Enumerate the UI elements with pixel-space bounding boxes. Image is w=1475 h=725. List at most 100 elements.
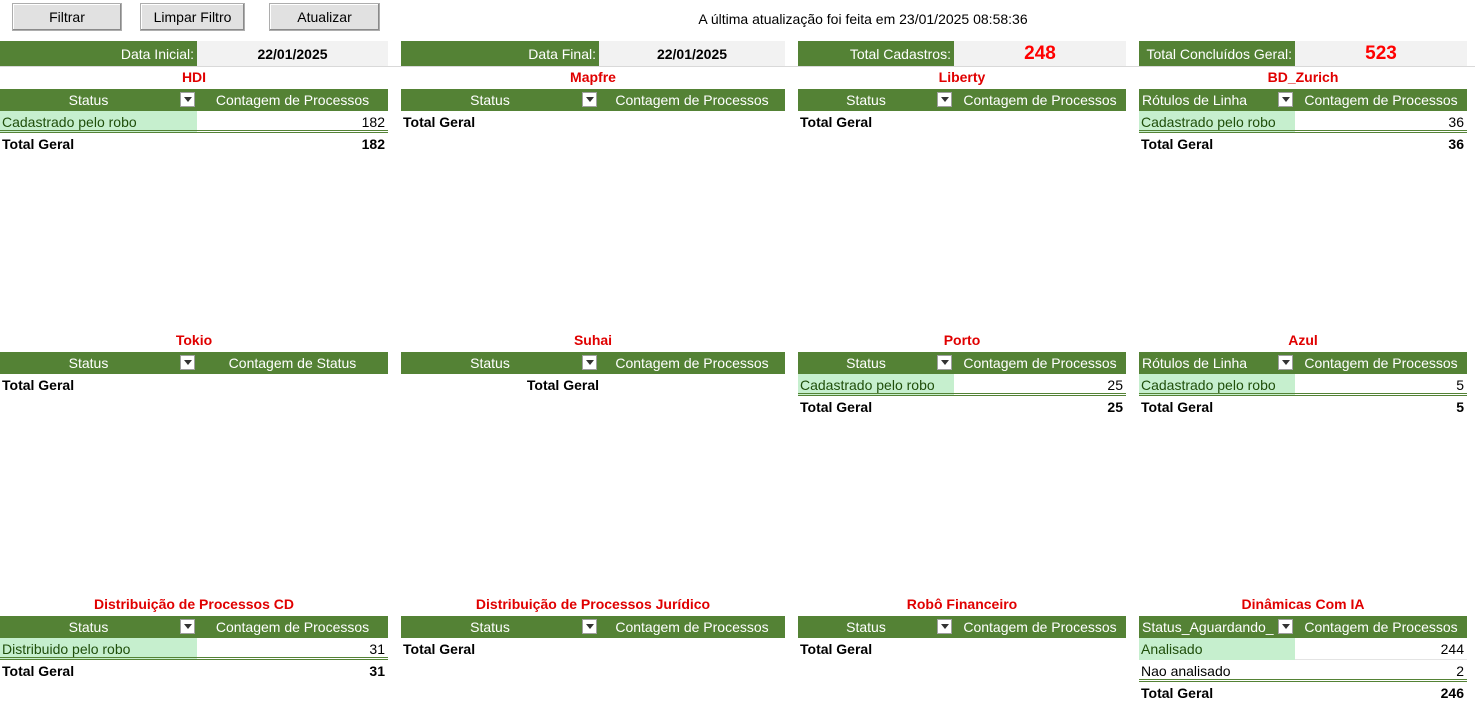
value-field-header: Contagem de Processos [963,355,1117,371]
row-field-label: Rótulos de Linha [1142,355,1248,371]
row-field-header: Status [401,616,599,638]
pivot-header: Status Contagem de Processos [798,352,1126,374]
divider [0,66,1475,67]
total-label: Total Geral [800,641,873,657]
total-value [599,374,785,396]
row-field-header: Rótulos de Linha [1139,89,1295,111]
row-field-header: Status_Aguardando_ [1139,616,1295,638]
pivot-table-suhai: Suhai Status Contagem de Processos Total Ge… [401,330,785,460]
total-label: Total Geral [403,114,476,130]
row-label[interactable]: Analisado [1139,638,1295,660]
total-label: Total Geral [2,663,75,679]
filter-dropdown-icon[interactable] [180,355,195,370]
total-row: Total Geral [798,638,1126,660]
row-field-label: Rótulos de Linha [1142,92,1248,108]
filter-dropdown-icon[interactable] [582,355,597,370]
row-field-label: Status [846,619,886,635]
row-label[interactable]: Cadastrado pelo robo [1139,374,1295,396]
start-date-label: Data Inicial: [0,41,197,67]
total-value: 36 [1448,136,1464,152]
value-field-header: Contagem de Processos [615,619,769,635]
total-row: Total Geral [798,111,1126,133]
total-concluidos-summary: Total Concluídos Geral: 523 [1139,41,1467,67]
filter-dropdown-icon[interactable] [582,619,597,634]
row-field-label: Status [470,355,510,371]
pivot-table-dinamicas-com-ia: Dinâmicas Com IA Status_Aguardando_ Contag… [1139,594,1467,724]
total-label: Total Geral [526,377,599,393]
start-date-value[interactable]: 22/01/2025 [197,41,388,67]
table-row: Cadastrado pelo robo 36 [1139,111,1467,133]
pivot-header: Status Contagem de Processos [798,89,1126,111]
total-row: Total Geral [401,111,785,133]
filter-dropdown-icon[interactable] [582,92,597,107]
pivot-title: HDI [181,69,207,85]
row-field-label: Status [68,355,109,371]
value-field-header: Contagem de Processos [215,619,370,635]
filter-dropdown-icon[interactable] [1278,355,1293,370]
total-value: 5 [1456,399,1464,415]
filter-dropdown-icon[interactable] [937,355,952,370]
total-row: Total Geral 246 [1139,679,1467,704]
filter-dropdown-icon[interactable] [937,92,952,107]
filter-dropdown-icon[interactable] [1278,92,1293,107]
row-label[interactable]: Nao analisado [1141,663,1231,679]
total-value: 25 [1107,399,1123,415]
pivot-header: Status Contagem de Processos [401,89,785,111]
pivot-table-bd-zurich: BD_Zurich Rótulos de Linha Contagem de Pro… [1139,67,1467,197]
total-label: Total Geral [2,136,75,152]
total-row: Total Geral [401,374,785,396]
pivot-header: Status Contagem de Status [0,352,388,374]
pivot-table-tokio: Tokio Status Contagem de Status Total Geral [0,330,388,460]
total-label: Total Geral [2,377,75,393]
total-cadastros-summary: Total Cadastros: 248 [798,41,1126,67]
pivot-table-robo-financeiro: Robô Financeiro Status Contagem de Process… [798,594,1126,724]
end-date-value[interactable]: 22/01/2025 [599,41,785,67]
table-row: Distribuido pelo robo 31 [0,638,388,660]
filter-dropdown-icon[interactable] [180,619,195,634]
total-value [197,374,388,396]
table-row: Cadastrado pelo robo 5 [1139,374,1467,396]
pivot-table-mapfre: Mapfre Status Contagem de Processos Total G… [401,67,785,197]
row-field-label: Status [846,355,886,371]
filter-dropdown-icon[interactable] [937,619,952,634]
total-row: Total Geral 5 [1139,393,1467,418]
filter-button[interactable]: Filtrar [12,3,122,31]
pivot-title: Dinâmicas Com IA [1241,596,1365,612]
row-label[interactable]: Cadastrado pelo robo [798,374,954,396]
pivot-header: Rótulos de Linha Contagem de Processos [1139,89,1467,111]
total-row: Total Geral [0,374,388,396]
row-value: 244 [1295,638,1467,660]
pivot-table-distribuicao-de-processos-cd: Distribuição de Processos CD Status Contag… [0,594,388,724]
row-field-header: Status [798,89,954,111]
pivot-title: Liberty [938,69,986,85]
row-label[interactable]: Cadastrado pelo robo [1139,111,1295,133]
pivot-title: Distribuição de Processos Jurídico [475,596,711,612]
pivot-title: Distribuição de Processos CD [94,596,294,612]
row-label[interactable]: Cadastrado pelo robo [0,111,197,133]
row-label[interactable]: Distribuido pelo robo [0,638,197,660]
total-label: Total Geral [800,114,873,130]
pivot-header: Status Contagem de Processos [401,616,785,638]
total-value: 31 [369,663,385,679]
pivot-title: Azul [1288,332,1318,348]
pivot-table-distribuicao-de-processos-juridico: Distribuição de Processos Jurídico Status… [401,594,785,724]
row-field-header: Status [798,616,954,638]
pivot-header: Status Contagem de Processos [401,352,785,374]
row-field-header: Status [0,89,197,111]
row-field-label: Status [68,619,109,635]
end-date-filter: Data Final: 22/01/2025 [401,41,785,67]
last-update-note: A última atualização foi feita em 23/01/… [698,11,1028,27]
value-field-header: Contagem de Status [228,355,357,371]
clear-filter-button[interactable]: Limpar Filtro [140,3,245,31]
row-field-header: Status [401,89,599,111]
total-value [599,638,785,660]
refresh-button[interactable]: Atualizar [269,3,380,31]
table-row: Cadastrado pelo robo 25 [798,374,1126,396]
filter-dropdown-icon[interactable] [1278,619,1293,634]
pivot-header: Status Contagem de Processos [0,89,388,111]
pivot-title: Mapfre [570,69,616,85]
filter-dropdown-icon[interactable] [180,92,195,107]
value-field-header: Contagem de Processos [215,92,370,108]
total-label: Total Geral [403,641,476,657]
pivot-header: Rótulos de Linha Contagem de Processos [1139,352,1467,374]
